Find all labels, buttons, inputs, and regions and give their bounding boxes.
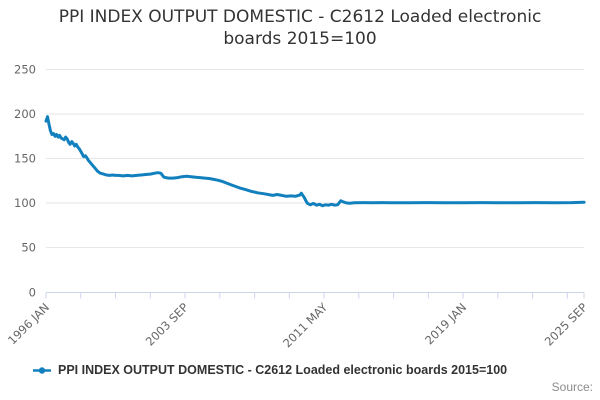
- y-axis-label-150: 150: [14, 152, 36, 166]
- y-axis-label-0: 0: [29, 286, 36, 300]
- chart-title-line1: PPI INDEX OUTPUT DOMESTIC - C2612 Loaded…: [58, 7, 542, 27]
- plot-area: 0 50 100 150 200 250 1996 JAN 2003 SEP 2011 MAY 2…: [5, 63, 590, 351]
- legend-item[interactable]: PPI INDEX OUTPUT DOMESTIC - C2612 Loaded…: [31, 362, 507, 378]
- source-note: Source:: [551, 380, 593, 394]
- legend-label: PPI INDEX OUTPUT DOMESTIC - C2612 Loaded…: [58, 363, 508, 377]
- x-axis-label-0: 1996 JAN: [5, 300, 52, 347]
- y-axis-label-100: 100: [14, 196, 36, 210]
- chart-title-line2: boards 2015=100: [223, 29, 377, 50]
- x-axis-label-3: 2019 JAN: [422, 300, 469, 347]
- legend-line-marker-icon: [33, 366, 51, 374]
- chart-title: PPI INDEX OUTPUT DOMESTIC - C2612 Loaded…: [20, 6, 580, 51]
- x-axis-label-1: 2003 SEP: [143, 300, 191, 348]
- x-axis-label-4: 2025 SEP: [542, 300, 590, 348]
- y-axis-label-250: 250: [14, 63, 36, 77]
- series-line: [44, 115, 586, 208]
- y-axis-label-50: 50: [21, 241, 36, 255]
- x-axis-label-2: 2011 MAY: [280, 300, 331, 351]
- y-axis-label-200: 200: [14, 107, 36, 121]
